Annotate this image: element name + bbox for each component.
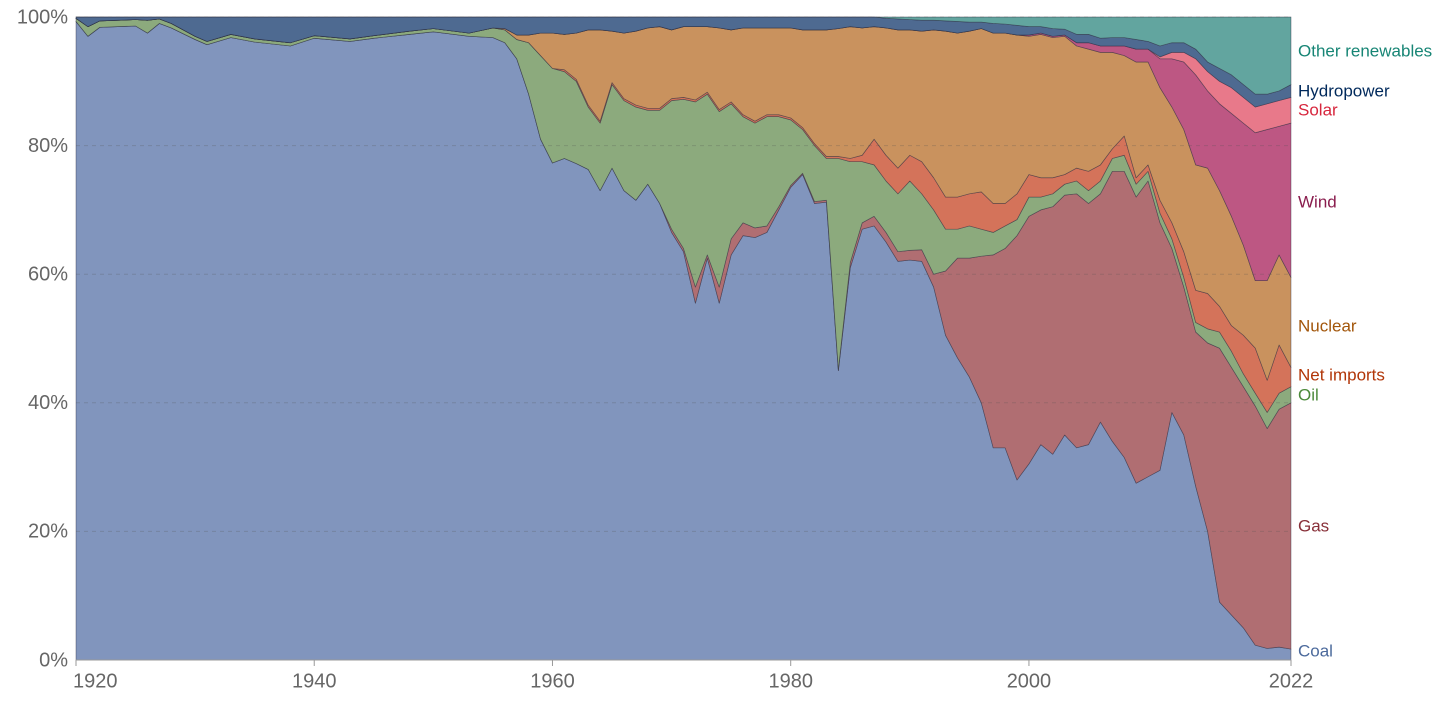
y-tick-label: 40% bbox=[28, 392, 68, 414]
y-tick-label: 0% bbox=[39, 649, 68, 671]
series-label: Nuclear bbox=[1298, 316, 1357, 335]
y-tick-label: 80% bbox=[28, 135, 68, 157]
series-label: Solar bbox=[1298, 100, 1338, 119]
y-tick-label: 20% bbox=[28, 521, 68, 543]
x-tick-label: 2022 bbox=[1269, 670, 1314, 692]
x-tick-label: 1920 bbox=[73, 670, 118, 692]
y-tick-label: 100% bbox=[17, 6, 68, 28]
series-label: Gas bbox=[1298, 516, 1329, 535]
series-label: Coal bbox=[1298, 641, 1333, 660]
series-label: Oil bbox=[1298, 385, 1319, 404]
series-label: Other renewables bbox=[1298, 41, 1432, 60]
area bbox=[75, 16, 1292, 95]
series-label: Net imports bbox=[1298, 365, 1385, 384]
x-tick-label: 1940 bbox=[292, 670, 337, 692]
series-label: Hydropower bbox=[1298, 81, 1390, 100]
x-tick-label: 2000 bbox=[1007, 670, 1052, 692]
x-tick-label: 1980 bbox=[768, 670, 813, 692]
y-tick-label: 60% bbox=[28, 263, 68, 285]
series-label: Wind bbox=[1298, 192, 1337, 211]
x-tick-label: 1960 bbox=[530, 670, 575, 692]
